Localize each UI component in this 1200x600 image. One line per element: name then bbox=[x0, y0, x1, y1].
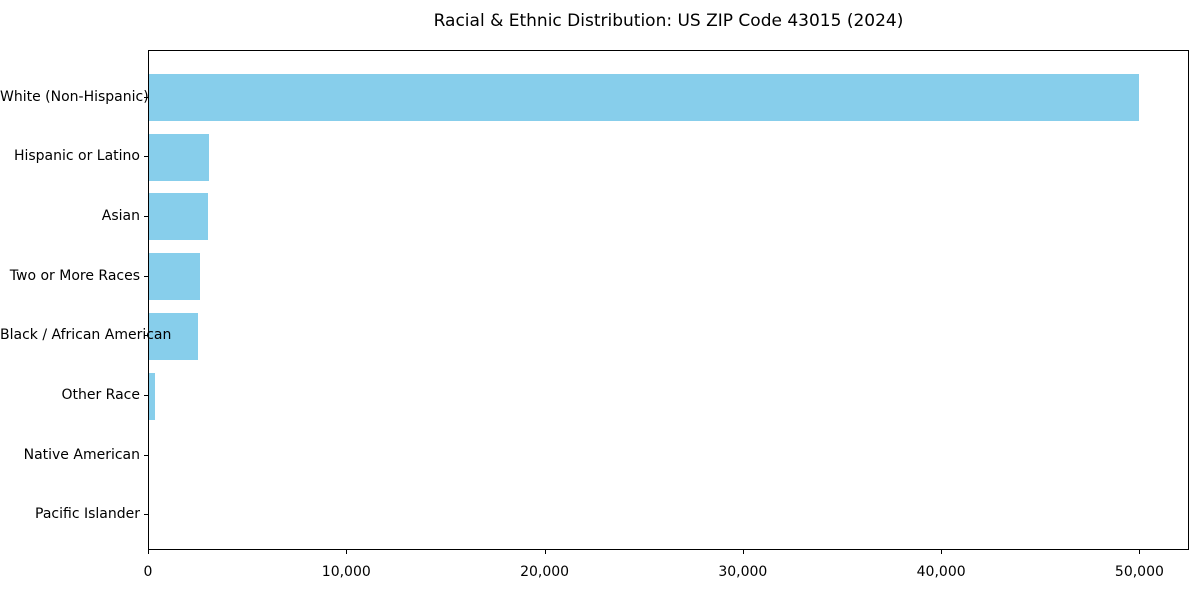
y-tick-label: White (Non-Hispanic) bbox=[0, 88, 149, 105]
y-tick-label: Black / African American bbox=[0, 327, 172, 344]
y-tick-label: Other Race bbox=[61, 387, 140, 403]
bar bbox=[149, 74, 1139, 121]
y-tick-label: Two or More Races bbox=[9, 267, 140, 284]
bar bbox=[149, 372, 155, 420]
x-tick-label: 0 bbox=[143, 564, 153, 580]
plot-area bbox=[148, 50, 1189, 550]
y-tick-label: Asian bbox=[101, 207, 140, 224]
x-tick-label: 40,000 bbox=[916, 564, 966, 580]
y-tick-label: Pacific Islander bbox=[35, 506, 140, 523]
y-tick-label: Hispanic or Latino bbox=[13, 148, 140, 165]
x-tick-label: 10,000 bbox=[321, 564, 371, 580]
x-tick-label: 30,000 bbox=[718, 564, 768, 580]
bar bbox=[149, 253, 201, 301]
bar bbox=[149, 312, 198, 360]
chart-title: Racial & Ethnic Distribution: US ZIP Cod… bbox=[433, 11, 904, 31]
x-tick-mark bbox=[1139, 550, 1141, 554]
bars-layer bbox=[149, 51, 1188, 549]
x-tick-mark bbox=[148, 550, 149, 554]
x-tick-mark bbox=[941, 550, 943, 554]
bar bbox=[149, 133, 209, 181]
x-tick-mark bbox=[346, 550, 348, 554]
x-tick-label: 20,000 bbox=[520, 564, 570, 580]
y-tick-label: Native American bbox=[23, 446, 140, 463]
bar bbox=[149, 193, 208, 241]
x-tick-mark bbox=[544, 550, 546, 554]
x-tick-mark bbox=[742, 550, 744, 554]
x-tick-label: 50,000 bbox=[1114, 564, 1164, 580]
